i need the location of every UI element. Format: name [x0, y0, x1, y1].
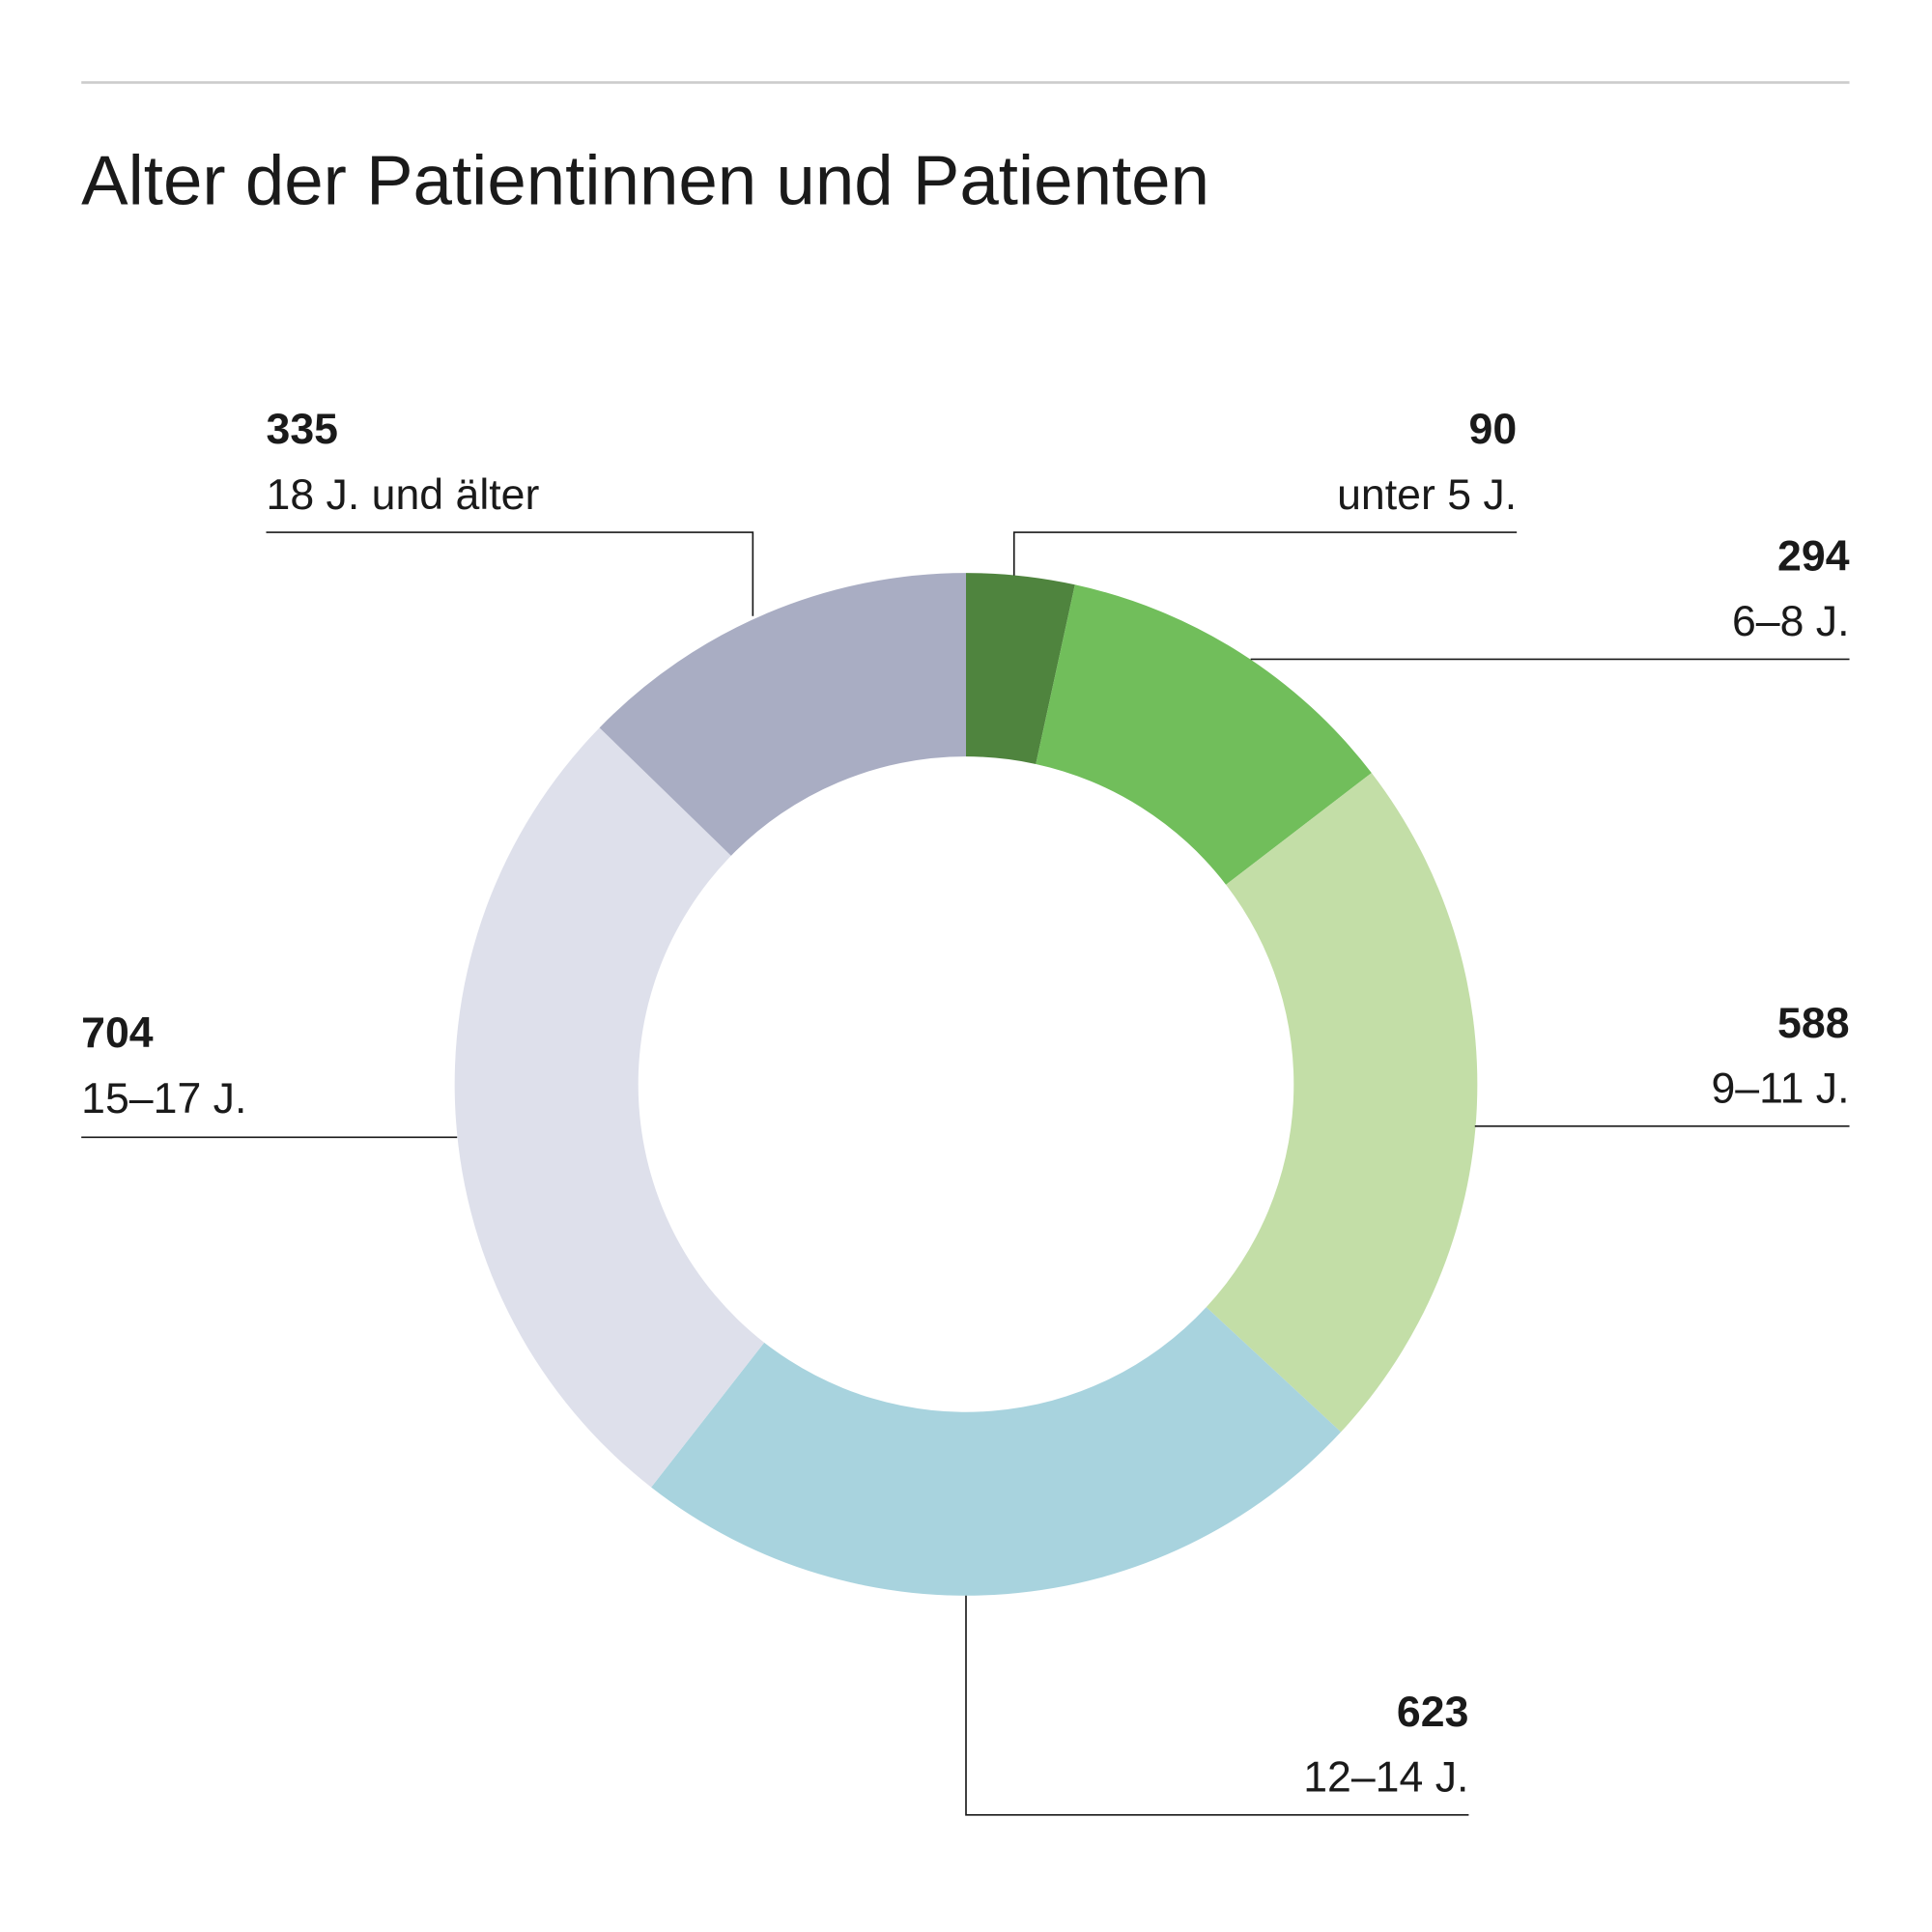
donut-slice-1	[1036, 584, 1372, 885]
data-label-value: 704	[81, 1009, 154, 1057]
leader-line-12-14	[965, 1595, 1469, 1816]
data-label-category: 15–17 J.	[81, 1075, 246, 1122]
data-label-category: 9–11 J.	[1711, 1065, 1849, 1113]
donut-slice-5	[599, 573, 966, 856]
data-label-value: 335	[267, 406, 338, 453]
donut-slice-3	[651, 1307, 1342, 1596]
data-label-category: 6–8 J.	[1732, 598, 1850, 645]
data-label-category: unter 5 J.	[1337, 471, 1517, 519]
data-label-value: 588	[1777, 1000, 1849, 1047]
donut-slice-4	[454, 727, 765, 1488]
data-label-value: 90	[1469, 406, 1518, 453]
data-label-value: 294	[1777, 533, 1850, 581]
donut-slice-0	[966, 573, 1075, 764]
data-label-category: 18 J. und älter	[267, 471, 540, 519]
data-label-category: 12–14 J.	[1303, 1754, 1468, 1802]
leader-line-under-5	[1012, 531, 1518, 576]
donut-slice-2	[1206, 773, 1478, 1433]
chart-title: Alter der Patientinnen und Patienten	[81, 142, 1209, 220]
donut	[454, 573, 1478, 1596]
leader-line-18-plus	[266, 531, 754, 616]
data-label-value: 623	[1397, 1689, 1468, 1736]
